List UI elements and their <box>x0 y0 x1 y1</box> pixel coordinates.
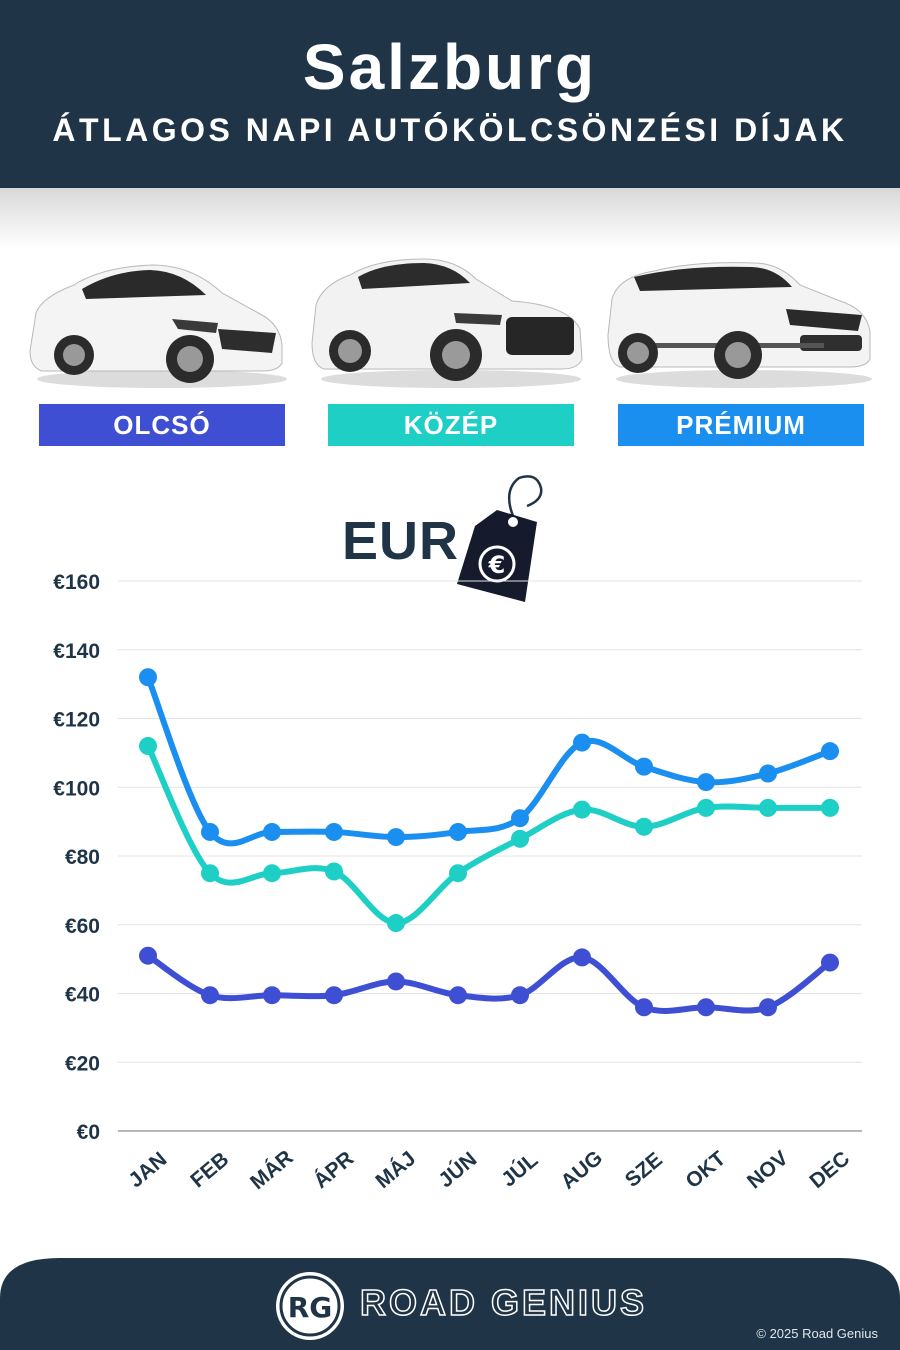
category-label-premium: PRÉMIUM <box>618 404 864 446</box>
x-axis: JAN FEB MÁR ÁPR MÁJ JÚN JÚL AUG SZE OKT NOV DEC <box>124 1146 854 1194</box>
y-tick-label: €20 <box>65 1052 100 1075</box>
y-tick-label: €120 <box>53 709 100 732</box>
data-point-közép <box>759 798 777 817</box>
premium-car-image <box>607 262 872 388</box>
x-tick-label: MÁR <box>246 1146 297 1194</box>
x-tick-label: JÚL <box>497 1148 543 1192</box>
y-tick-label: €80 <box>65 846 100 869</box>
data-point-prémium <box>759 764 777 783</box>
data-point-olcsó <box>635 998 653 1017</box>
economy-car-image <box>29 264 287 388</box>
header-shadow <box>0 188 900 248</box>
data-point-olcsó <box>387 972 405 991</box>
data-point-közép <box>821 798 839 817</box>
footer-band <box>0 1258 900 1350</box>
brand-name: ROAD GENIUS <box>359 1281 648 1324</box>
y-tick-label: €140 <box>53 640 100 663</box>
chart-series <box>139 668 839 1017</box>
data-point-olcsó <box>759 998 777 1017</box>
y-axis: €0 €20 €40 €60 €80 €100 €120 €140 €160 <box>53 571 100 1144</box>
road-genius-logo-icon: RG <box>276 1272 344 1340</box>
data-point-közép <box>325 862 343 881</box>
header: Salzburg ÁTLAGOS NAPI AUTÓKÖLCSÖNZÉSI DÍ… <box>0 0 900 188</box>
y-tick-label: €60 <box>65 915 100 938</box>
logo-text: RG <box>288 1291 333 1324</box>
data-point-közép <box>201 864 219 883</box>
series-line-olcsó <box>145 952 833 1014</box>
x-tick-label: AUG <box>557 1146 608 1194</box>
data-point-prémium <box>511 809 529 828</box>
data-point-közép <box>511 829 529 848</box>
data-point-prémium <box>263 822 281 841</box>
currency-label: EUR <box>342 511 460 571</box>
data-point-olcsó <box>263 986 281 1005</box>
euro-price-tag-icon: € <box>457 475 543 602</box>
x-tick-label: JÚN <box>434 1147 482 1192</box>
data-point-prémium <box>387 828 405 847</box>
data-point-prémium <box>821 742 839 761</box>
y-tick-label: €40 <box>65 984 100 1007</box>
x-tick-label: OKT <box>681 1147 730 1193</box>
midsize-car-image <box>311 258 583 388</box>
data-point-olcsó <box>201 986 219 1005</box>
data-point-közép <box>139 737 157 755</box>
data-point-olcsó <box>573 948 591 967</box>
category-label-economy: OLCSÓ <box>39 404 285 446</box>
x-tick-label: DEC <box>805 1147 854 1193</box>
x-tick-label: JAN <box>124 1148 171 1193</box>
y-tick-label: €160 <box>53 571 100 594</box>
data-point-olcsó <box>697 998 715 1017</box>
page-subtitle: ÁTLAGOS NAPI AUTÓKÖLCSÖNZÉSI DÍJAK <box>52 112 848 148</box>
x-tick-label: MÁJ <box>371 1147 420 1193</box>
x-tick-label: ÁPR <box>309 1147 358 1193</box>
data-point-közép <box>263 864 281 883</box>
data-point-közép <box>573 800 591 819</box>
category-label-midsize: KÖZÉP <box>328 404 574 446</box>
data-point-olcsó <box>449 986 467 1005</box>
data-point-olcsó <box>821 953 839 972</box>
data-point-közép <box>449 864 467 883</box>
data-point-prémium <box>449 822 467 841</box>
line-chart: €0 €20 €40 €60 €80 €100 €120 €140 €160 JAN FEB MÁR… <box>53 571 862 1194</box>
chart-grid <box>118 580 862 1132</box>
x-tick-label: SZE <box>621 1148 667 1192</box>
copyright: © 2025 Road Genius <box>756 1326 878 1341</box>
data-point-prémium <box>697 773 715 792</box>
y-tick-label: €0 <box>77 1121 100 1144</box>
data-point-prémium <box>635 757 653 776</box>
data-point-olcsó <box>325 986 343 1005</box>
data-point-közép <box>635 817 653 836</box>
data-point-prémium <box>139 668 157 687</box>
data-point-olcsó <box>511 986 529 1005</box>
series-line-prémium <box>145 674 833 847</box>
y-tick-label: €100 <box>53 777 100 800</box>
data-point-közép <box>387 914 405 933</box>
data-point-prémium <box>201 822 219 841</box>
data-point-prémium <box>573 733 591 752</box>
data-point-közép <box>697 798 715 817</box>
svg-text:€: € <box>488 551 506 579</box>
data-point-prémium <box>325 822 343 841</box>
x-tick-label: FEB <box>186 1148 233 1193</box>
page-title: Salzburg <box>302 31 598 103</box>
data-point-olcsó <box>139 946 157 965</box>
series-line-közép <box>145 743 833 927</box>
x-tick-label: NOV <box>743 1147 793 1194</box>
